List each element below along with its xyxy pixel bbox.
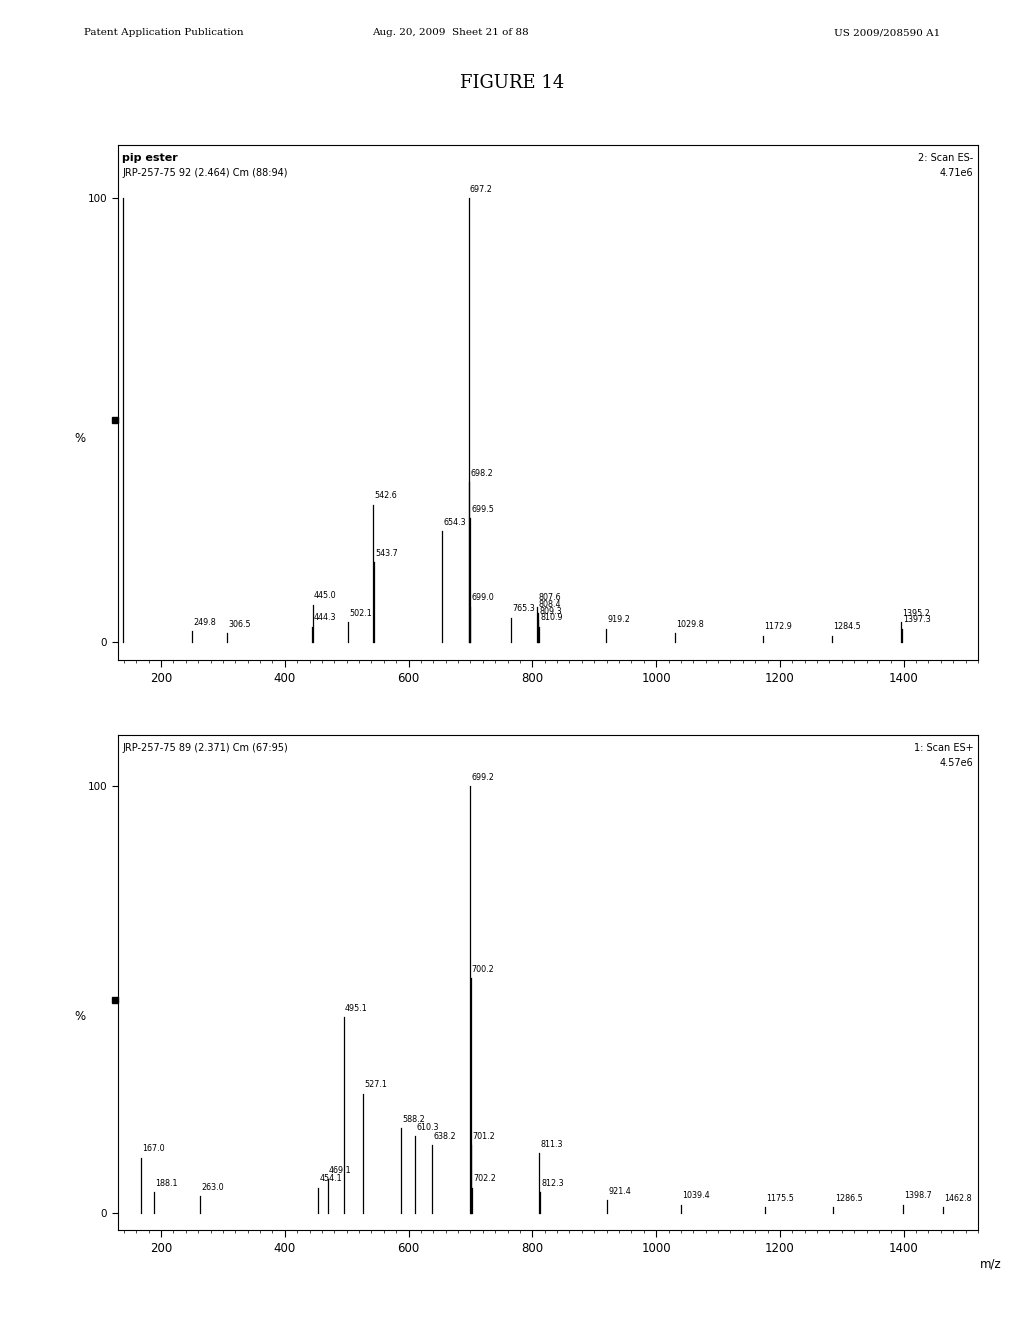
Text: 700.2: 700.2 [472,965,495,974]
Text: 495.1: 495.1 [345,1003,368,1012]
Text: 702.2: 702.2 [473,1175,496,1183]
Text: 921.4: 921.4 [608,1187,632,1196]
Text: 698.2: 698.2 [471,469,494,478]
Text: %: % [74,1010,85,1023]
Text: 638.2: 638.2 [433,1131,456,1140]
Text: Aug. 20, 2009  Sheet 21 of 88: Aug. 20, 2009 Sheet 21 of 88 [373,28,528,37]
Text: Patent Application Publication: Patent Application Publication [84,28,244,37]
Text: JRP-257-75 92 (2.464) Cm (88:94): JRP-257-75 92 (2.464) Cm (88:94) [122,169,288,178]
Text: 699.2: 699.2 [471,774,495,783]
Text: 807.6: 807.6 [539,593,561,602]
Text: 1395.2: 1395.2 [902,609,930,618]
Text: 543.7: 543.7 [375,549,397,558]
Text: 1: Scan ES+: 1: Scan ES+ [914,743,974,752]
Text: 2: Scan ES-: 2: Scan ES- [919,153,974,162]
Text: 808.4: 808.4 [539,601,561,609]
Text: 445.0: 445.0 [314,591,337,601]
Text: FIGURE 14: FIGURE 14 [460,74,564,92]
Text: 188.1: 188.1 [155,1179,177,1188]
Text: 701.2: 701.2 [472,1131,496,1140]
Text: 697.2: 697.2 [470,185,493,194]
Text: 444.3: 444.3 [313,614,336,622]
Text: 167.0: 167.0 [142,1144,165,1154]
Text: JRP-257-75 89 (2.371) Cm (67:95): JRP-257-75 89 (2.371) Cm (67:95) [122,743,288,752]
Text: pip ester: pip ester [122,153,178,162]
Text: 1172.9: 1172.9 [764,622,793,631]
Text: 699.0: 699.0 [471,593,494,602]
Text: 765.3: 765.3 [512,605,535,614]
Text: %: % [74,432,85,445]
Text: 4.57e6: 4.57e6 [940,758,974,767]
Text: 811.3: 811.3 [541,1140,563,1150]
Text: 1284.5: 1284.5 [834,622,861,631]
Text: 454.1: 454.1 [319,1175,342,1183]
Text: 1397.3: 1397.3 [903,615,931,624]
Text: 4.71e6: 4.71e6 [940,169,974,178]
Text: 919.2: 919.2 [607,615,630,624]
Text: 469.1: 469.1 [329,1166,351,1175]
Text: 527.1: 527.1 [365,1081,388,1089]
Text: 610.3: 610.3 [416,1123,438,1133]
Text: 1175.5: 1175.5 [766,1193,794,1203]
Text: 502.1: 502.1 [349,609,372,618]
Text: 1029.8: 1029.8 [676,620,703,628]
Text: 699.5: 699.5 [471,504,495,513]
Text: 810.9: 810.9 [541,614,563,622]
Text: 249.8: 249.8 [194,618,216,627]
Text: 1462.8: 1462.8 [944,1193,972,1203]
Text: 1398.7: 1398.7 [904,1192,932,1200]
Text: 812.3: 812.3 [542,1179,564,1188]
Text: 588.2: 588.2 [402,1114,425,1123]
Text: 306.5: 306.5 [228,620,251,628]
Text: US 2009/208590 A1: US 2009/208590 A1 [834,28,940,37]
Text: 1039.4: 1039.4 [682,1192,710,1200]
Text: 1286.5: 1286.5 [835,1193,862,1203]
Text: 263.0: 263.0 [202,1183,224,1192]
Text: 654.3: 654.3 [443,517,466,527]
Text: m/z: m/z [980,1258,1001,1270]
Text: 542.6: 542.6 [375,491,397,500]
Text: 809.3: 809.3 [540,607,562,615]
